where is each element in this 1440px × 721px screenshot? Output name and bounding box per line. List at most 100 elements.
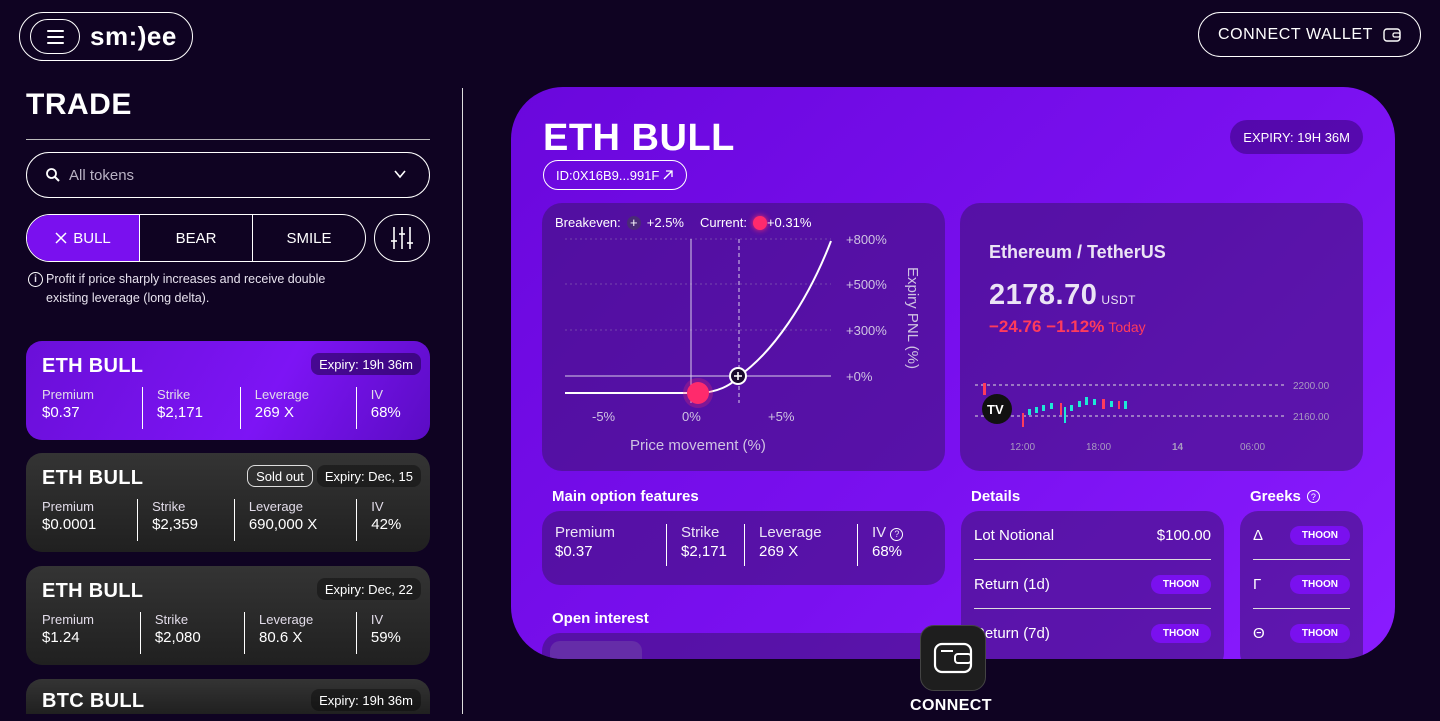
connect-fab-label[interactable]: CONNECT [910, 697, 992, 714]
contract-id-link[interactable]: ID:0X16B9...991F [543, 160, 688, 190]
option-card[interactable]: ETH BULL Expiry: 19h 36m Premium $0.37 St… [26, 341, 430, 440]
detail-row: Lot Notional $100.00 [974, 511, 1211, 560]
thoon-badge: THOON [1150, 624, 1211, 643]
card-premium: Premium $1.24 [42, 612, 95, 646]
details-panel: Lot Notional $100.00 Return (1d) THOON Ret… [961, 511, 1224, 659]
tab-bear[interactable]: BEAR [140, 215, 253, 261]
card-leverage: Leverage 690,000 X [233, 499, 356, 541]
thoon-badge: THOON [1150, 574, 1211, 594]
strategy-tabs: BULL BEAR SMILE [26, 214, 366, 262]
greek-row: Γ THOON [1253, 560, 1350, 609]
page-title: TRADE [26, 88, 132, 121]
expiry-badge: Expiry: 19h 36m [311, 689, 421, 711]
current-marker-icon [752, 215, 767, 230]
price-change: −24.76 −1.12% Today [989, 317, 1146, 336]
strategy-info: i Profit if price sharply increases and … [28, 270, 358, 308]
tab-bull[interactable]: BULL [27, 215, 140, 261]
x-tick: 18:00 [1086, 442, 1111, 453]
option-card[interactable]: BTC BULL Expiry: 19h 36m [26, 679, 430, 714]
title-divider [26, 139, 430, 140]
x-tick: 12:00 [1010, 442, 1035, 453]
thoon-badge: THOON [1289, 574, 1350, 594]
token-select[interactable]: All tokens [26, 152, 430, 198]
card-strike: Strike $2,359 [137, 499, 234, 541]
detail-title: ETH BULL [543, 117, 735, 159]
card-title: BTC BULL [42, 690, 145, 712]
breakeven-marker-icon: + [626, 215, 641, 230]
option-detail-card: ETH BULL ID:0X16B9...991F EXPIRY: 19H 36… [511, 87, 1395, 659]
y-tick: +300% [846, 323, 887, 338]
card-strike: Strike $2,080 [139, 612, 244, 654]
filter-button[interactable] [374, 214, 430, 262]
detail-row: Return (7d) THOON [974, 609, 1211, 658]
y-tick: +800% [846, 232, 887, 247]
thoon-badge: THOON [1289, 525, 1350, 545]
expiry-badge: EXPIRY: 19H 36M [1230, 120, 1363, 154]
option-card[interactable]: ETH BULL Expiry: Dec, 22 Premium $1.24 St… [26, 566, 430, 665]
expiry-badge: Expiry: Dec, 22 [316, 578, 421, 600]
greek-row: Θ THOON [1253, 609, 1350, 658]
search-icon [46, 168, 60, 182]
y-axis-label: Expiry PNL (%) [904, 267, 921, 369]
x-axis-label: Price movement (%) [630, 437, 766, 454]
x-tick: 0% [682, 409, 701, 424]
greeks-label: Greeks ? [1250, 488, 1320, 505]
current-point [687, 382, 709, 404]
sold-out-badge: Sold out [247, 465, 313, 487]
detail-row: Return (1d) THOON [974, 560, 1211, 609]
external-link-icon [663, 170, 673, 180]
sliders-icon [391, 227, 413, 249]
card-title: ETH BULL [42, 580, 144, 602]
card-strike: Strike $2,171 [142, 387, 240, 429]
card-iv: IV 59% [355, 612, 414, 654]
tradingview-logo[interactable] [982, 394, 1012, 424]
card-iv: IV 42% [356, 499, 414, 541]
greeks-panel: Δ THOON Γ THOON Θ THOON [1240, 511, 1363, 659]
panel-divider [462, 88, 463, 714]
help-icon[interactable]: ? [1306, 490, 1320, 503]
help-icon[interactable]: ? [890, 527, 904, 541]
connect-wallet-button[interactable]: CONNECT WALLET [1198, 12, 1421, 57]
card-premium: Premium $0.0001 [42, 499, 97, 533]
info-icon: i [28, 272, 43, 287]
strategy-info-text: Profit if price sharply increases and re… [46, 272, 326, 305]
candlestick-chart: TV 2200.00 2160.00 12:00 18:00 14 06:00 [975, 381, 1330, 453]
card-title: ETH BULL [42, 467, 144, 489]
feature-strike: Strike $2,171 [666, 524, 744, 566]
open-interest-bar [550, 641, 642, 659]
wallet-icon [1383, 27, 1401, 42]
option-card[interactable]: ETH BULL Sold out Expiry: Dec, 15 Premiu… [26, 453, 430, 552]
token-select-value: All tokens [69, 166, 135, 184]
x-tick: +5% [768, 409, 795, 424]
features-panel: Premium $0.37 Strike $2,171 Leverage 269 X … [542, 511, 945, 585]
greek-row: Δ THOON [1253, 511, 1350, 560]
card-premium: Premium $0.37 [42, 387, 95, 421]
y-tick: +500% [846, 277, 887, 292]
expiry-badge: Expiry: 19h 36m [311, 353, 421, 375]
card-leverage: Leverage 80.6 X [244, 612, 356, 654]
close-icon [55, 232, 67, 244]
open-interest-panel [542, 633, 945, 659]
price-ticker-panel: Ethereum / TetherUS 2178.70 USDT −24.76 −… [960, 203, 1363, 471]
pair-name: Ethereum / TetherUS [989, 242, 1166, 262]
open-interest-label: Open interest [552, 610, 649, 627]
menu-button[interactable] [30, 19, 80, 54]
y-tick: +0% [846, 369, 873, 384]
chevron-down-icon [394, 170, 406, 179]
details-label: Details [971, 488, 1021, 505]
price-value: 2178.70 USDT [989, 279, 1136, 311]
feature-leverage: Leverage 269 X [744, 524, 857, 566]
feature-iv: IV ? 68% [857, 524, 932, 566]
expiry-badge: Expiry: Dec, 15 [316, 465, 421, 487]
card-leverage: Leverage 269 X [239, 387, 356, 429]
pnl-chart: +800% +500% +300% +0% -5% 0% +5% Price m… [565, 232, 921, 454]
connect-fab-button[interactable] [920, 625, 986, 691]
y-tick: 2200.00 [1293, 381, 1330, 392]
card-title: ETH BULL [42, 355, 144, 377]
features-label: Main option features [552, 488, 699, 505]
brand-logo[interactable]: sm:)ee [90, 21, 177, 51]
x-tick: 14 [1172, 442, 1184, 453]
pnl-legend: Breakeven: + +2.5% Current: +0.31% [555, 215, 812, 230]
x-tick: 06:00 [1240, 442, 1265, 453]
tab-smile[interactable]: SMILE [286, 229, 332, 247]
